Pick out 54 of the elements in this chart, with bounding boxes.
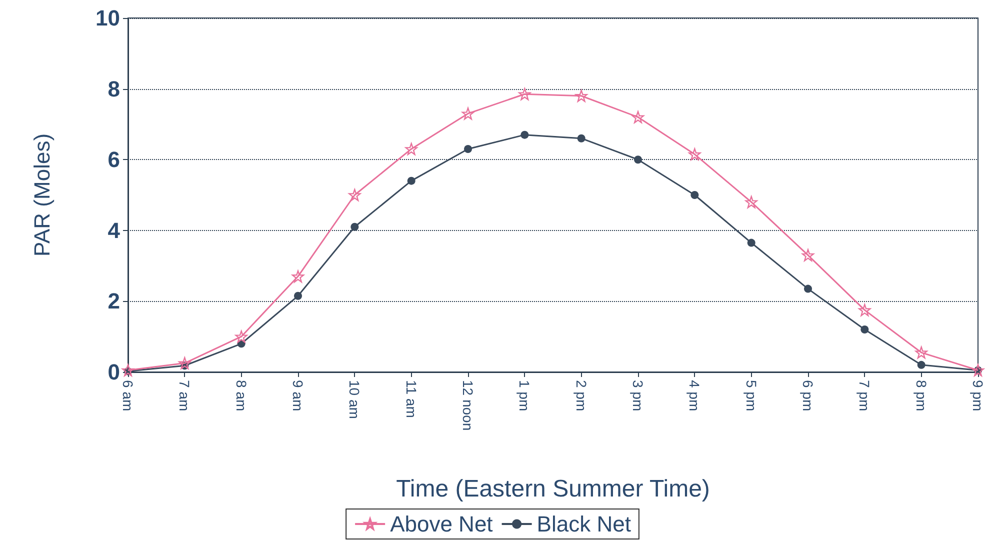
y-tick-label: 0 — [108, 360, 120, 384]
point — [405, 142, 418, 156]
point — [294, 292, 302, 300]
x-tick-label: 7 am — [176, 380, 193, 412]
y-tick-label: 6 — [108, 147, 120, 172]
point — [348, 188, 361, 202]
point — [235, 330, 248, 343]
x-tick-label: 6 pm — [800, 380, 816, 412]
point — [577, 134, 586, 142]
y-tick-label: 4 — [108, 218, 121, 243]
point — [860, 326, 869, 334]
point — [122, 364, 134, 376]
point — [858, 304, 871, 316]
point — [407, 176, 416, 185]
x-tick-label: 11 am — [403, 380, 420, 418]
point — [915, 346, 928, 359]
point — [688, 148, 701, 160]
y-tick-label: 8 — [108, 76, 120, 102]
x-tick-label: 7 pm — [856, 380, 873, 412]
point — [747, 238, 756, 247]
x-axis-title: Time (Eastern Summer Time) — [396, 476, 710, 502]
y-tick-label: 2 — [108, 288, 120, 314]
x-tick-label: 9 am — [290, 380, 306, 412]
x-tick-label: 9 pm — [970, 380, 985, 412]
x-tick-label: 2 pm — [573, 380, 590, 412]
y-tick-label: 10 — [96, 6, 120, 30]
point — [464, 144, 472, 153]
x-tick-label: 5 pm — [743, 380, 760, 412]
x-tick-label: 8 pm — [913, 380, 930, 412]
point — [462, 107, 474, 120]
x-tick-label: 4 pm — [686, 380, 703, 412]
x-tick-label: 10 am — [346, 380, 363, 419]
x-tick-label: 1 pm — [516, 380, 533, 412]
x-tick-label: 3 pm — [630, 380, 646, 412]
point — [178, 357, 191, 370]
point — [972, 364, 984, 376]
x-tick-label: 12 noon — [460, 380, 476, 431]
legend-label: Above Net — [390, 512, 493, 536]
point — [917, 360, 926, 369]
x-tick-label: 6 am — [120, 380, 136, 412]
point — [632, 111, 644, 124]
point — [690, 191, 699, 199]
point — [634, 156, 642, 164]
point — [804, 284, 812, 293]
legend-label: Black Net — [536, 512, 631, 536]
point — [350, 222, 359, 231]
point — [575, 90, 588, 102]
point — [745, 196, 758, 208]
point — [518, 88, 531, 100]
x-tick-label: 8 am — [233, 380, 250, 412]
y-axis-title: PAR (Moles) — [30, 133, 54, 257]
point — [802, 249, 814, 262]
point — [520, 130, 529, 139]
point — [292, 270, 304, 283]
